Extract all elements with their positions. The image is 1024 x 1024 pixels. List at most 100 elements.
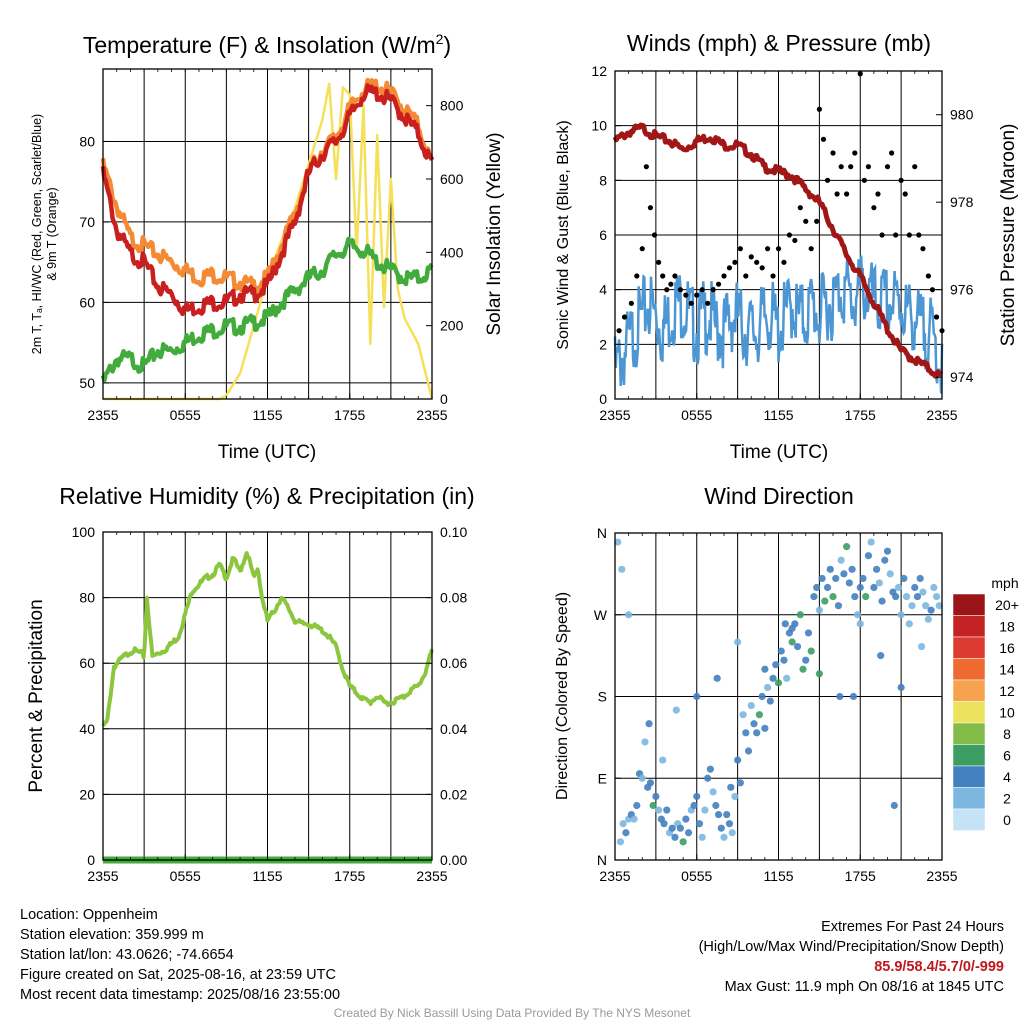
direction-point xyxy=(788,638,796,646)
gust-point xyxy=(879,232,885,238)
gust-point xyxy=(861,177,867,183)
gust-point xyxy=(906,232,912,238)
direction-point xyxy=(832,574,840,583)
direction-x-tick-label: 2355 xyxy=(926,868,957,884)
winds-axes: 2355 0555 1155 1755 235502468101297497697898… xyxy=(591,63,973,423)
legend-label: 12 xyxy=(999,683,1015,699)
pressure-y-tick-label: 974 xyxy=(950,369,974,385)
direction-point xyxy=(693,792,701,801)
gust-point xyxy=(664,287,670,293)
temp-series-line xyxy=(100,83,435,317)
winds-panel-title: Winds (mph) & Pressure (mb) xyxy=(627,30,931,56)
gust-point xyxy=(830,150,836,156)
gust-point xyxy=(621,314,628,320)
direction-point xyxy=(840,570,848,578)
winds-series-group xyxy=(612,71,945,394)
direction-point xyxy=(645,720,653,728)
direction-point xyxy=(836,692,844,701)
direction-point xyxy=(652,792,660,801)
gust-point xyxy=(628,300,634,306)
direction-point xyxy=(641,738,649,746)
gust-point xyxy=(884,164,891,170)
direction-point xyxy=(646,779,655,787)
direction-point xyxy=(744,747,753,755)
gust-point xyxy=(754,259,760,265)
direction-point xyxy=(916,574,924,583)
temperature-insolation-panel: Temperature (F) & Insolation (W/m2) 2355… xyxy=(30,31,505,463)
gust-point xyxy=(871,205,877,211)
direction-point xyxy=(671,833,679,841)
gust-point xyxy=(824,177,831,183)
rh-y-tick-label: 40 xyxy=(79,721,95,737)
direction-point xyxy=(826,565,834,573)
temp-axes: 2355 0555 1155 1755 235550607080020040060080… xyxy=(79,69,464,423)
direction-point xyxy=(739,711,747,719)
direction-x-tick-label: 1155 xyxy=(763,868,793,884)
direction-point xyxy=(849,692,858,701)
legend-swatch xyxy=(952,593,986,616)
temp-panel-title: Temperature (F) & Insolation (W/m2) xyxy=(83,31,451,58)
solar-y-tick-label: 800 xyxy=(440,98,464,114)
direction-point xyxy=(684,829,693,837)
direction-y-tick-label: E xyxy=(598,770,607,786)
direction-x-tick-label: 2355 xyxy=(599,868,630,884)
gust-point xyxy=(797,205,803,211)
direction-point xyxy=(902,592,911,601)
direction-point xyxy=(897,611,905,619)
legend-label: 16 xyxy=(999,640,1015,656)
gust-point xyxy=(865,164,872,170)
direction-point xyxy=(619,820,627,828)
direction-point xyxy=(731,792,739,801)
gust-point xyxy=(656,259,662,265)
rh-x-tick-label: 1155 xyxy=(252,868,282,884)
rh-x-tick-label: 0555 xyxy=(170,868,201,884)
rh-y-tick-label: 20 xyxy=(79,786,95,802)
legend-swatch xyxy=(952,701,986,724)
gust-point xyxy=(721,273,727,279)
gust-point xyxy=(775,246,782,252)
max-gust-text: Max Gust: 11.9 mph On 08/16 at 1845 UTC xyxy=(724,979,1004,995)
direction-point xyxy=(774,679,783,687)
winds-y-tick-label: 12 xyxy=(591,63,607,79)
direction-point xyxy=(764,683,772,692)
humidity-precip-panel: Relative Humidity (%) & Precipitation (i… xyxy=(26,483,475,884)
direction-point xyxy=(851,592,859,601)
direction-point xyxy=(717,824,725,832)
direction-point xyxy=(618,565,626,573)
direction-point xyxy=(713,674,721,682)
direction-point xyxy=(753,729,761,737)
gust-point xyxy=(732,259,738,265)
station-info: Location: Oppenheim Station elevation: 3… xyxy=(20,905,340,1005)
direction-point xyxy=(856,583,864,592)
gust-point xyxy=(683,292,689,298)
direction-point xyxy=(877,652,885,660)
direction-point xyxy=(892,592,900,601)
direction-point xyxy=(810,592,818,601)
gust-point xyxy=(898,177,904,183)
direction-point xyxy=(727,783,735,791)
winds-y-tick-label: 0 xyxy=(599,391,607,407)
gust-point xyxy=(852,150,858,156)
direction-x-tick-label: 0555 xyxy=(681,868,712,884)
rh-y-axis-label: Percent & Precipitation xyxy=(26,599,47,792)
gust-point xyxy=(699,287,705,293)
direction-point xyxy=(712,801,720,810)
direction-point xyxy=(750,720,758,728)
direction-point xyxy=(780,656,788,664)
rh-y-tick-label: 60 xyxy=(79,655,95,671)
rh-axes: 2355 0555 1155 1755 23550204060801000.000.02… xyxy=(72,524,468,884)
wind-direction-panel: Wind Direction 2355 0555 1155 1755 2355NESWN… xyxy=(554,483,1019,884)
winds-x-tick-label: 0555 xyxy=(681,407,712,423)
recent-data-text: Most recent data timestamp: 2025/08/16 2… xyxy=(20,987,341,1003)
legend-label: 10 xyxy=(999,705,1015,721)
direction-point xyxy=(655,806,663,814)
pressure-y-axis-label: Station Pressure (Maroon) xyxy=(998,124,1019,347)
temp-x-axis-label: Time (UTC) xyxy=(218,442,317,463)
direction-point xyxy=(919,588,927,596)
rh-series-line xyxy=(101,551,434,727)
direction-point xyxy=(886,570,894,578)
rh-panel-title: Relative Humidity (%) & Precipitation (i… xyxy=(59,483,474,509)
precip-y-tick-label: 0.04 xyxy=(440,721,467,737)
